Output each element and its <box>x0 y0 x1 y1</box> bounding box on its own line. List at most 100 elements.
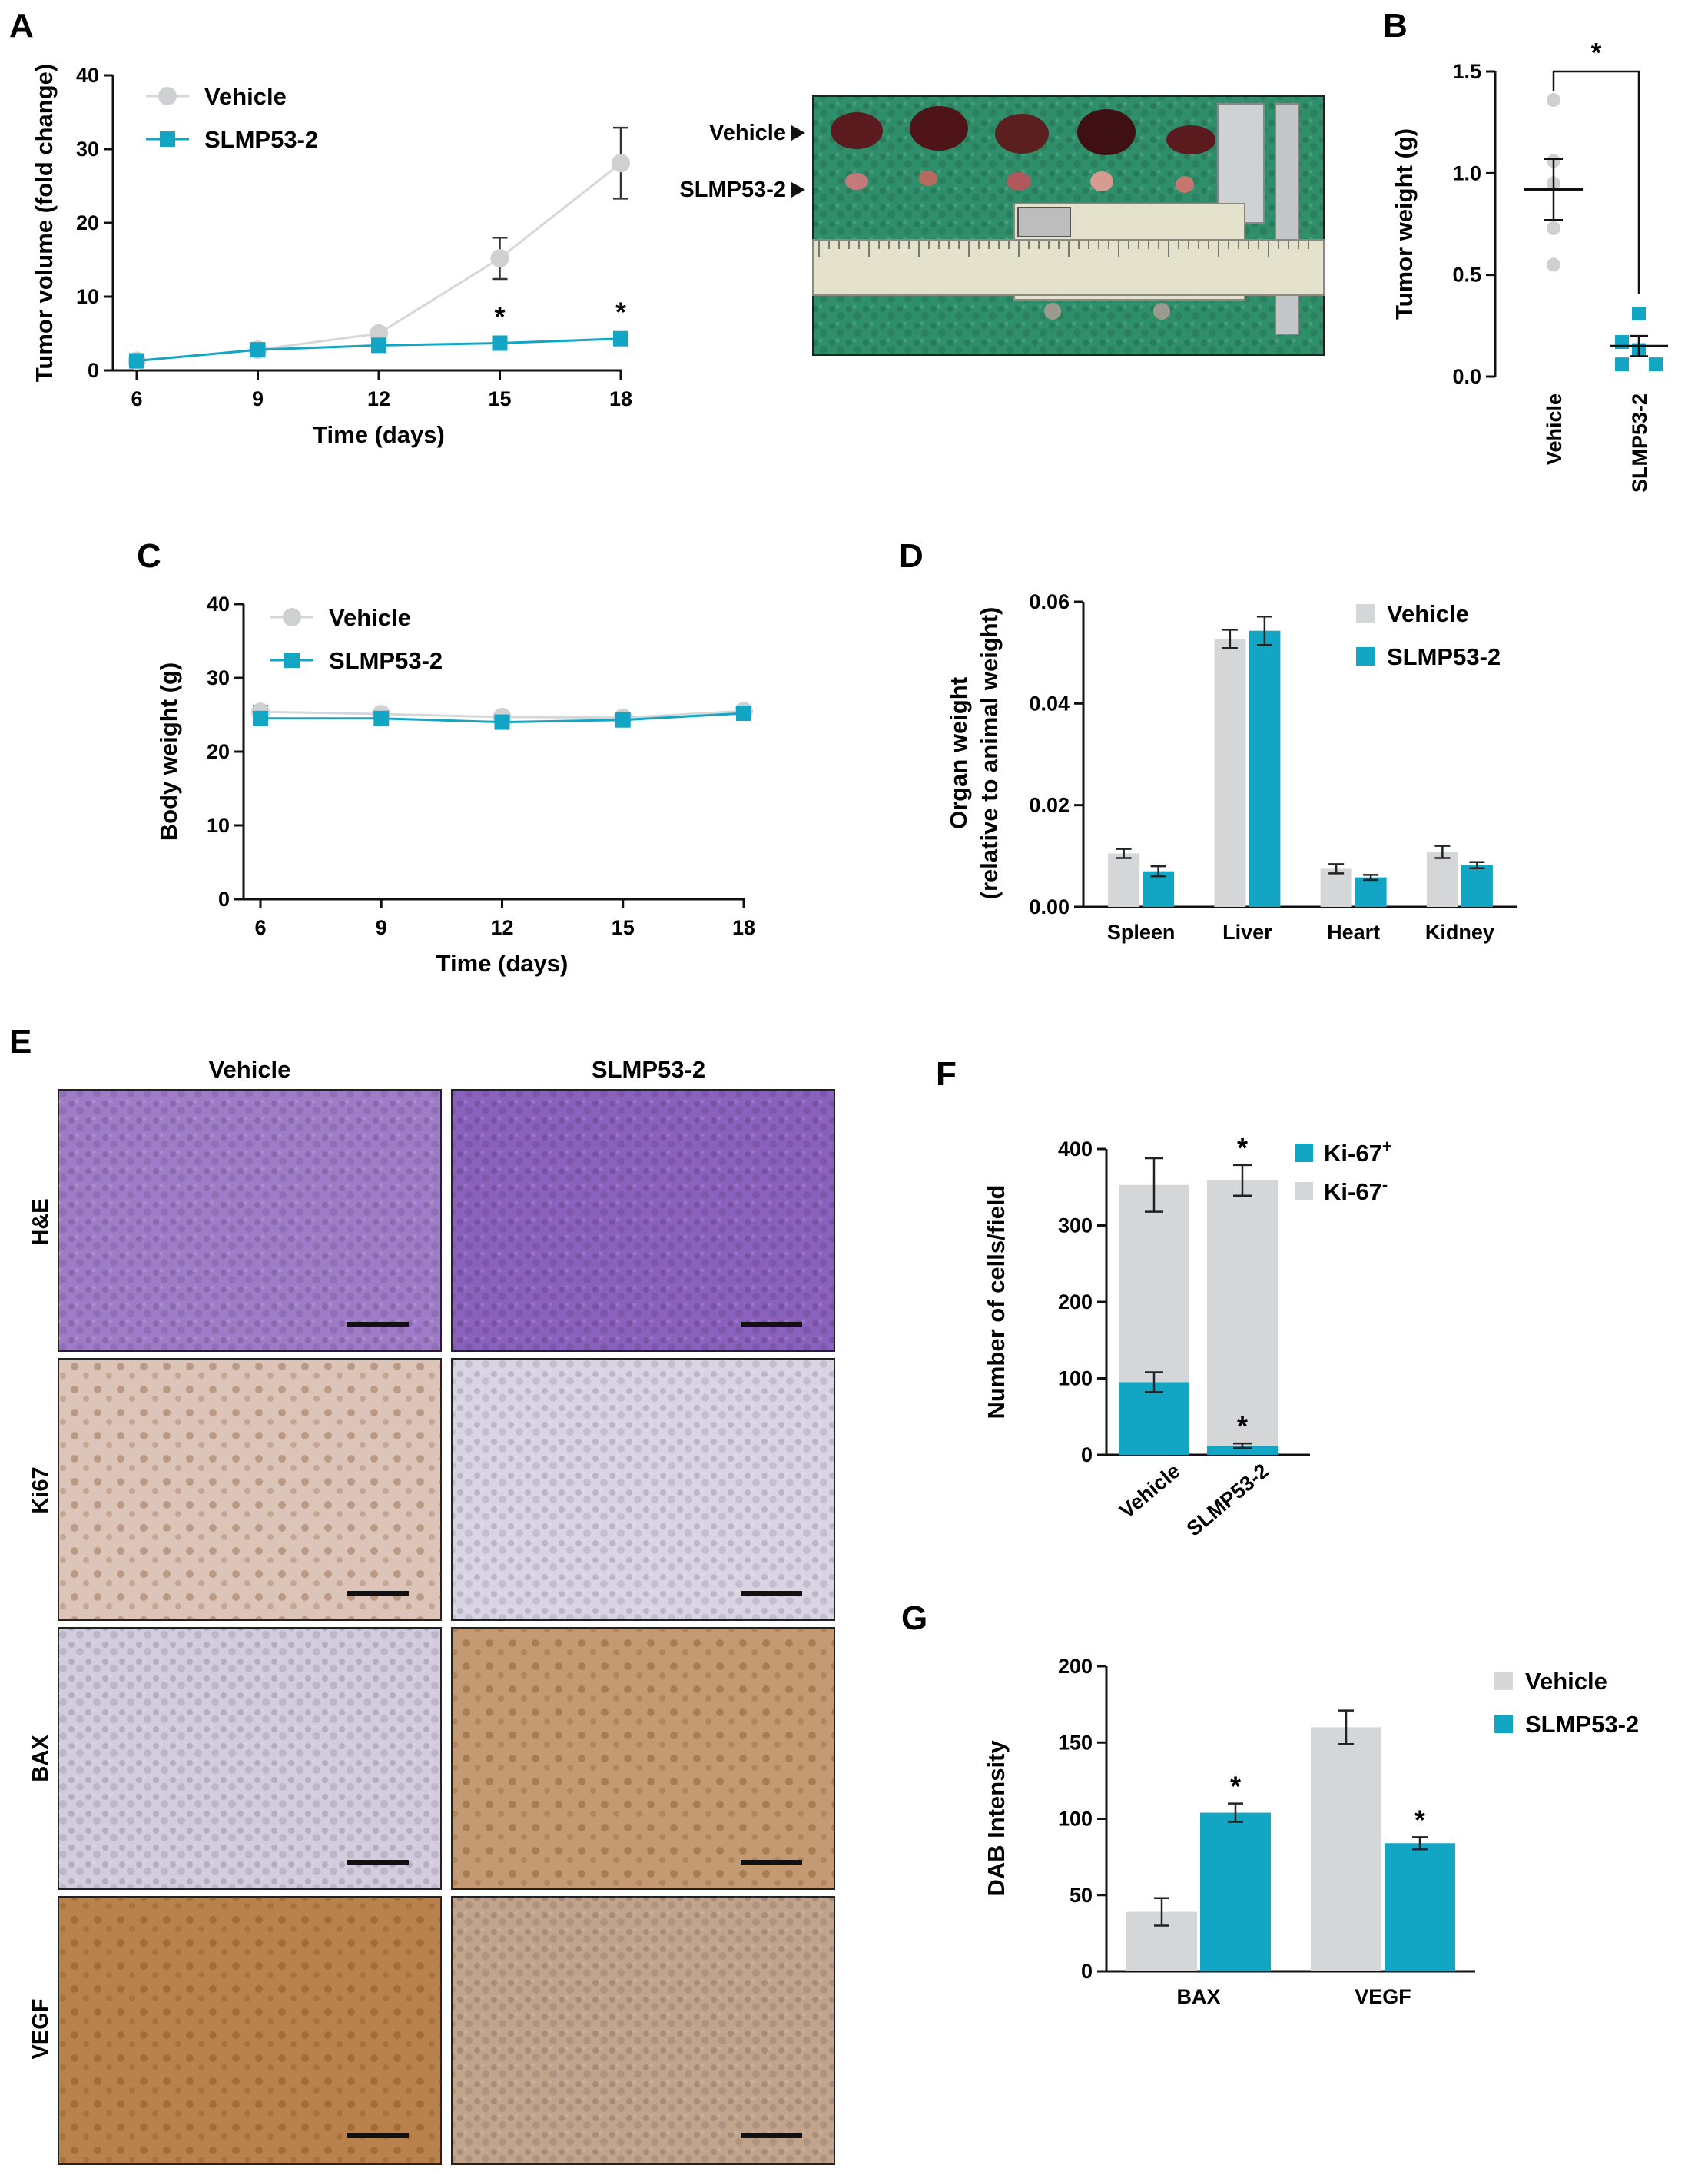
histology-row-he: H&E <box>28 1198 53 1245</box>
y-tick-label: 0 <box>88 359 99 382</box>
y-tick-label: 30 <box>207 666 230 689</box>
data-point-vehicle <box>490 249 509 268</box>
scale-bar <box>741 1322 802 1327</box>
chart-body-weight: 0 10 20 30 40 6 9 12 15 18 Time (days) Body weight … <box>155 593 755 977</box>
y-axis-title: Body weight (g) <box>155 662 182 841</box>
legend-swatch-slmp53-2 <box>1494 1715 1513 1733</box>
histology-row-vegf: VEGF <box>28 1999 53 2060</box>
legend-label-slmp53-2: SLMP53-2 <box>1387 643 1501 670</box>
tumor-vehicle-5 <box>1166 125 1215 154</box>
x-tick-label: 6 <box>131 387 142 410</box>
legend-label-slmp53-2: SLMP53-2 <box>329 647 443 674</box>
tumor-slmp-1 <box>845 173 868 190</box>
legend-marker-vehicle <box>283 608 301 626</box>
bar-vehicle-kidney <box>1426 852 1458 907</box>
texture-ki67-slmp53-2 <box>452 1359 834 1620</box>
y-tick-label: 0.0 <box>1452 365 1481 388</box>
y-tick-label: 40 <box>207 593 230 616</box>
y-tick-label: 200 <box>1058 1290 1093 1313</box>
data-point-slmp53-2 <box>250 342 266 358</box>
y-tick-label: 0.5 <box>1452 264 1481 287</box>
legend-label-ki67-negative: Ki-67- <box>1324 1175 1388 1205</box>
y-axis-title: Organ weight <box>945 677 972 829</box>
texture-ki67-vehicle <box>58 1359 441 1620</box>
data-point-slmp53-2 <box>736 706 751 722</box>
caliper-jaw-tip <box>1275 103 1299 335</box>
tumor-slmp-4 <box>1090 171 1113 191</box>
y-tick-label: 40 <box>76 64 99 87</box>
data-point-vehicle <box>1547 257 1560 272</box>
y-axis-title: Number of cells/field <box>983 1185 1010 1420</box>
y-tick-label: 10 <box>76 285 99 308</box>
chart-dab-intensity: 0 50 100 150 200 BAX VEGF * * Vehicle SLMP53-2 DAB … <box>983 1655 1639 2008</box>
texture-bax-vehicle <box>58 1628 441 1889</box>
caliper-screw-2 <box>1153 303 1170 320</box>
histology-row-ki67: Ki67 <box>28 1466 53 1513</box>
y-tick-label: 0 <box>1081 1960 1093 1983</box>
legend-marker-slmp53-2 <box>284 652 300 668</box>
legend-label-slmp53-2: SLMP53-2 <box>1525 1711 1639 1738</box>
tumor-photo: Vehicle SLMP53-2 <box>679 95 1325 356</box>
panel-letter-b: B <box>1383 7 1408 45</box>
y-tick-label: 50 <box>1070 1884 1093 1907</box>
x-tick-label-vehicle: Vehicle <box>1115 1459 1185 1523</box>
data-point-vehicle <box>1547 93 1560 108</box>
panel-letter-g: G <box>901 1599 927 1637</box>
significance-star: * <box>1414 1804 1425 1835</box>
histology-column-vehicle: Vehicle <box>209 1056 291 1083</box>
legend-marker-vehicle <box>158 87 177 105</box>
photo-label-slmp53-2: SLMP53-2 <box>679 178 786 202</box>
photo-arrow-slmp53-2-icon <box>791 182 805 198</box>
bar-slmp53-2-liver <box>1249 630 1281 907</box>
data-point-vehicle <box>612 154 630 173</box>
significance-bracket <box>1552 70 1640 294</box>
bar-slmp53-2-kidney <box>1461 865 1493 907</box>
tumor-slmp-3 <box>1007 172 1031 191</box>
legend-label-vehicle: Vehicle <box>204 83 287 110</box>
x-tick-label: 12 <box>367 387 390 410</box>
data-point-slmp53-2 <box>615 712 631 728</box>
tumor-vehicle-1 <box>831 112 883 149</box>
y-axis-title: DAB Intensity <box>983 1740 1010 1897</box>
y-tick-label: 200 <box>1058 1655 1093 1678</box>
y-tick-label: 400 <box>1058 1137 1093 1161</box>
x-tick-label: 9 <box>376 916 387 939</box>
legend-swatch-ki67-positive <box>1295 1144 1313 1162</box>
y-tick-label: 300 <box>1058 1214 1093 1237</box>
significance-star: * <box>494 301 505 332</box>
significance-star: * <box>1590 37 1601 68</box>
bar-slmp53-2-vegf <box>1385 1843 1455 1971</box>
bar-ki67-positive-vehicle <box>1119 1382 1189 1455</box>
legend-label-vehicle: Vehicle <box>1387 600 1469 627</box>
scale-bar <box>741 1591 802 1596</box>
x-tick-label: Vehicle <box>1543 393 1566 465</box>
data-point-slmp53-2 <box>371 337 386 354</box>
ruler-ticks <box>818 241 1309 257</box>
panel-letter-c: C <box>137 537 161 575</box>
x-tick-label: 15 <box>488 387 511 410</box>
x-axis-title: Time (days) <box>313 421 445 448</box>
photo-arrow-vehicle-icon <box>791 125 805 141</box>
bar-slmp53-2-heart <box>1355 877 1387 907</box>
tumor-vehicle-2 <box>910 106 968 151</box>
tumor-slmp-2 <box>919 171 937 186</box>
x-tick-label: 18 <box>609 387 632 410</box>
bar-vehicle-heart <box>1320 868 1352 907</box>
histology-grid: Vehicle SLMP53-2 H&E Ki67 BAX VEGF <box>28 1056 835 2165</box>
bar-ki67-negative-slmp53-2 <box>1207 1180 1278 1446</box>
data-point-slmp53-2 <box>373 710 390 726</box>
legend-label-ki67-positive: Ki-67+ <box>1324 1137 1392 1167</box>
legend-swatch-ki67-negative <box>1295 1182 1313 1200</box>
x-tick-label-heart: Heart <box>1327 921 1380 944</box>
y-axis-title: Tumor weight (g) <box>1391 128 1418 320</box>
x-tick-label: SLMP53-2 <box>1628 393 1651 493</box>
chart-organ-weight: 0.00 0.02 0.04 0.06 Spleen Liver Heart Kidney Ve… <box>945 590 1517 944</box>
x-tick-label-vegf: VEGF <box>1355 1985 1411 2008</box>
y-tick-label: 100 <box>1058 1808 1093 1831</box>
x-tick-label: 15 <box>612 916 635 939</box>
x-axis-title: Time (days) <box>436 950 569 977</box>
legend-marker-slmp53-2 <box>160 131 175 147</box>
bar-vehicle-spleen <box>1108 853 1140 907</box>
bar-ki67-positive-slmp53-2 <box>1207 1446 1278 1455</box>
